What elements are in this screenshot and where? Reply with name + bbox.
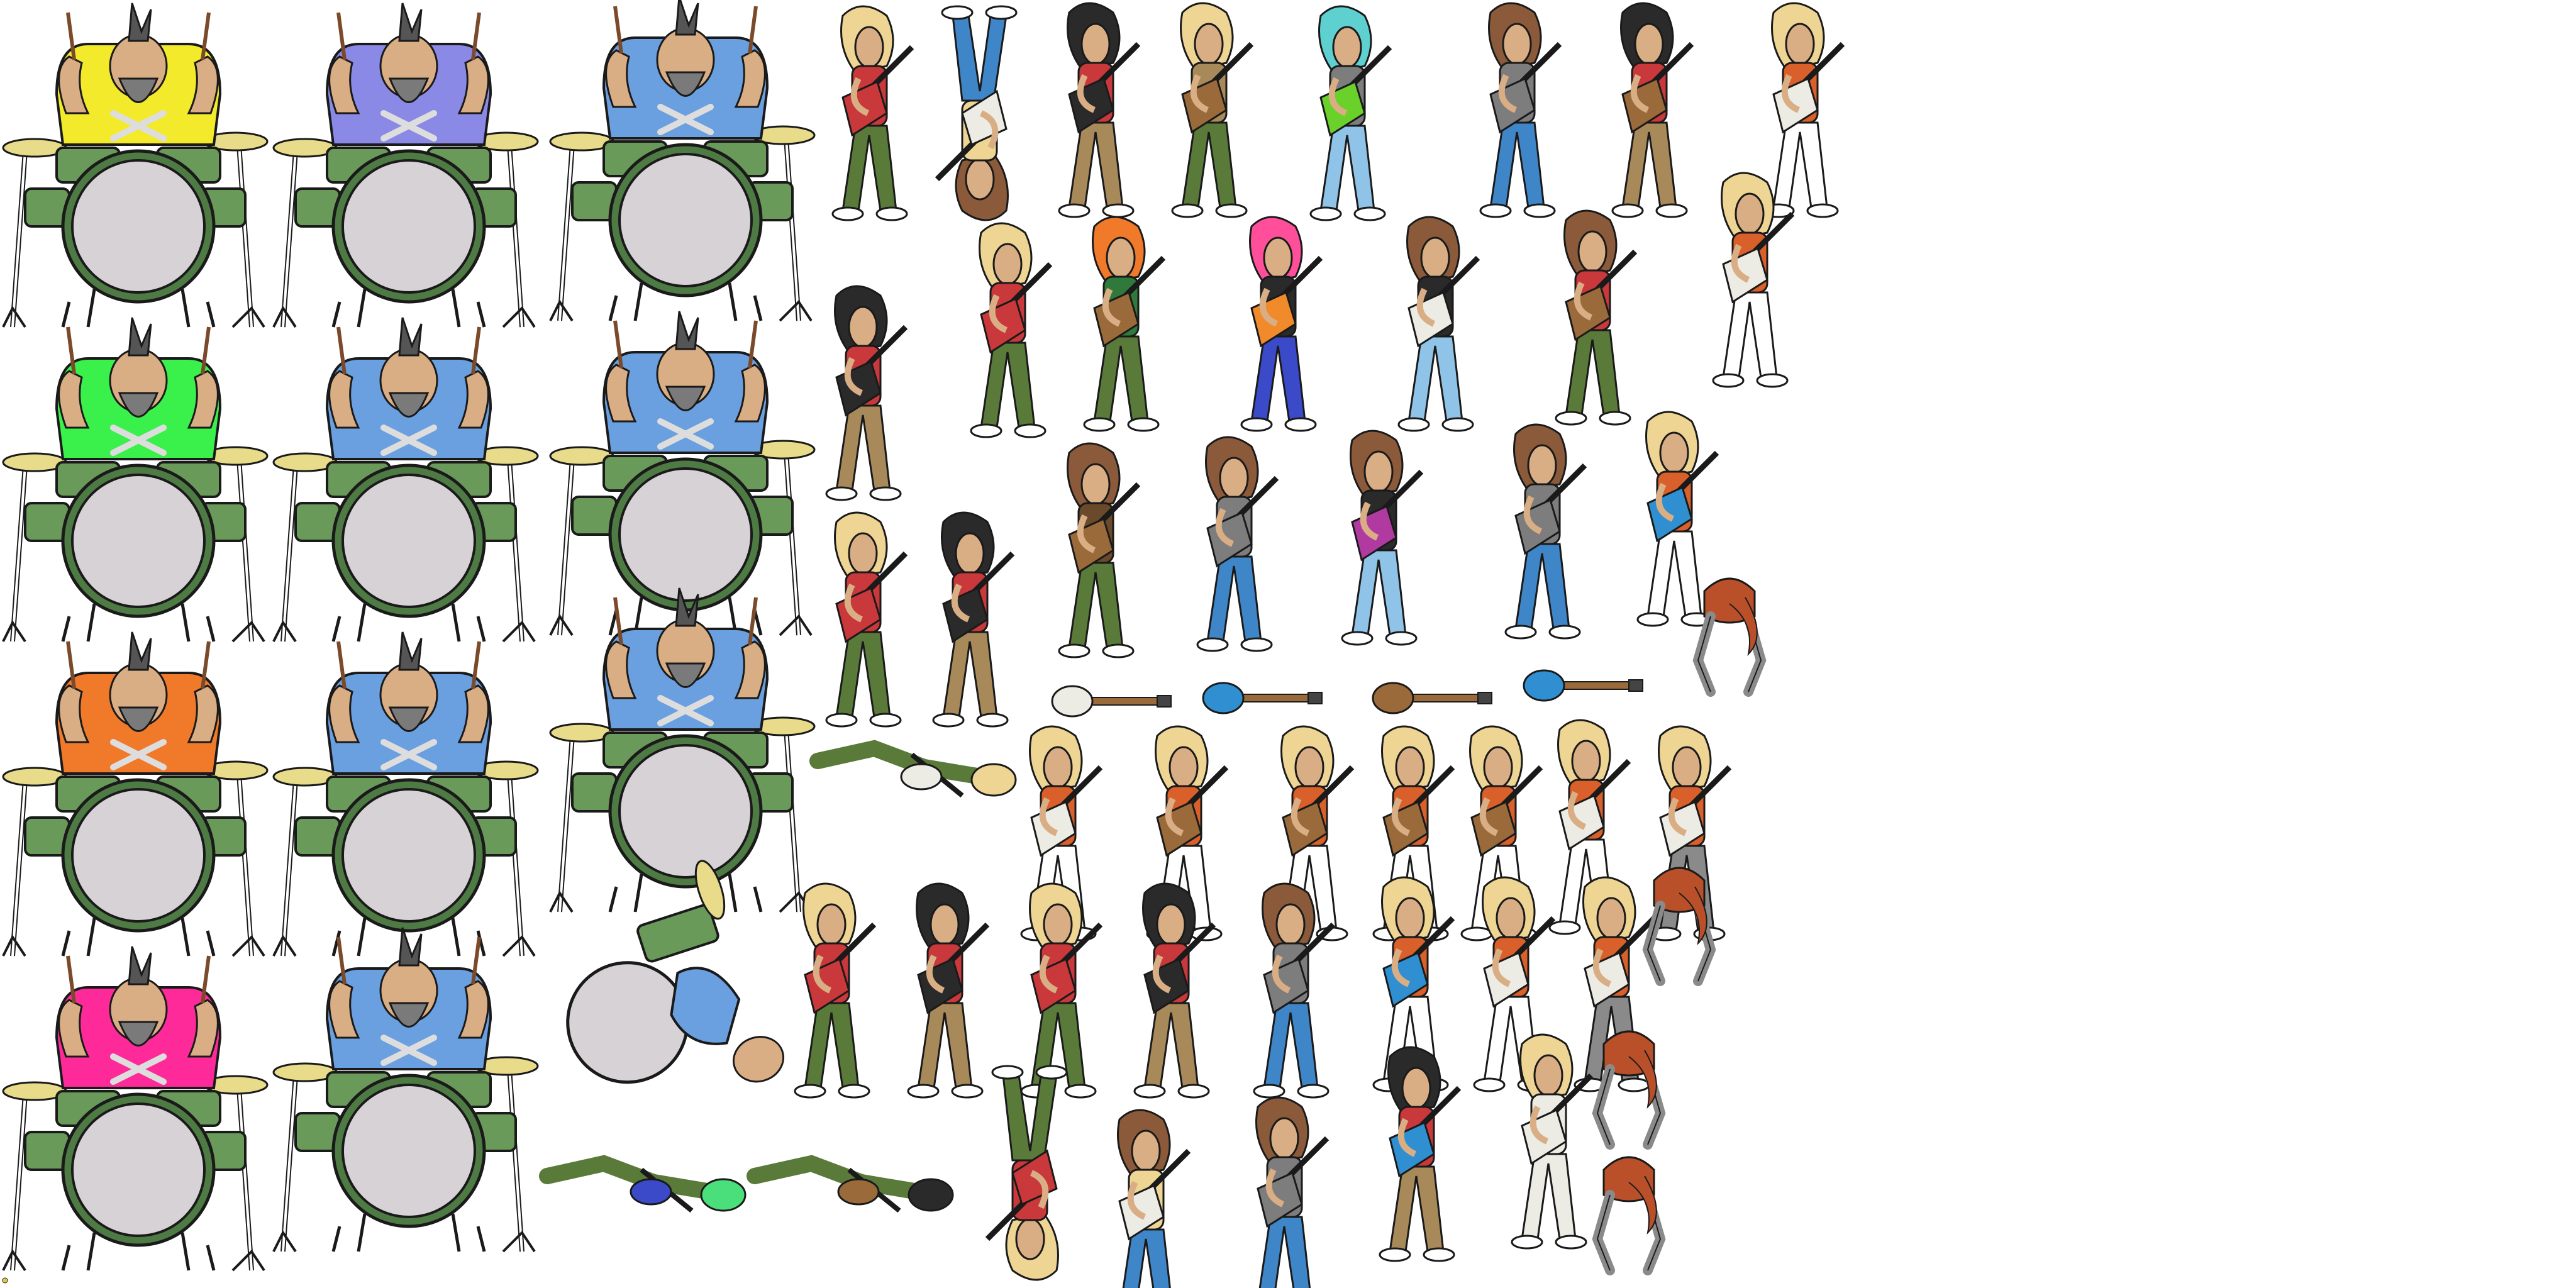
anchor-dot xyxy=(2,1277,8,1284)
guitarist-frame xyxy=(818,748,1016,796)
drum-kit-frame xyxy=(550,588,814,912)
creature-frame xyxy=(1597,1157,1660,1270)
drum-kit-frame xyxy=(550,311,814,635)
drum-kit-frame xyxy=(550,0,814,321)
guitarist-frame xyxy=(1311,6,1390,220)
guitarist-frame xyxy=(1059,3,1138,217)
drum-kit-frame xyxy=(274,318,538,641)
creature-frame xyxy=(1648,868,1711,981)
fallen-guitarist-frame xyxy=(755,1163,953,1211)
drum-kit-fallen-frame xyxy=(566,860,785,1084)
drum-kit-frame xyxy=(3,3,267,327)
guitarist-frame xyxy=(1059,443,1138,657)
guitarist-frame xyxy=(1399,217,1478,431)
guitar-prop xyxy=(1051,685,1172,718)
guitarist-frame xyxy=(1342,431,1421,645)
guitarist-frames xyxy=(795,3,1843,1288)
guitarist-frame xyxy=(826,513,906,726)
guitarist-frame xyxy=(933,513,1013,726)
drum-kit-frame xyxy=(3,632,267,956)
guitarist-frame xyxy=(1197,437,1277,651)
drum-kit-frame xyxy=(274,632,538,956)
guitarist-frame xyxy=(908,884,987,1097)
guitarist-frame xyxy=(826,286,906,500)
guitar-prop xyxy=(1523,669,1644,702)
drum-kit-frame xyxy=(3,318,267,641)
guitarist-frame-upside-down xyxy=(937,6,1016,220)
guitarist-frame-upside-down xyxy=(987,1066,1067,1280)
guitarist-frame xyxy=(1248,1097,1327,1288)
guitarist-frame xyxy=(1613,3,1692,217)
guitarist-frame xyxy=(971,223,1050,437)
creature-frame xyxy=(1698,579,1761,692)
drum-kit-frames xyxy=(3,0,814,1270)
guitarist-frame xyxy=(795,884,874,1097)
guitarist-frame xyxy=(1380,1047,1459,1261)
guitarist-frame xyxy=(1241,217,1321,431)
guitarist-frame xyxy=(1084,217,1163,431)
guitar-prop-frames xyxy=(1051,669,1644,718)
guitar-prop xyxy=(1202,682,1323,714)
guitarist-frame xyxy=(1556,211,1635,425)
guitarist-frame xyxy=(1763,3,1843,217)
guitarist-frame xyxy=(1512,1035,1591,1248)
fallen-guitarist-frame xyxy=(547,1163,745,1211)
drum-kit-frame xyxy=(274,928,538,1252)
guitarist-frame xyxy=(1021,884,1101,1097)
guitar-prop xyxy=(1372,682,1493,714)
guitarist-frame xyxy=(833,6,912,220)
drum-kit-frame xyxy=(274,3,538,327)
guitarist-frame xyxy=(1480,3,1560,217)
guitarist-frame xyxy=(1506,425,1585,638)
guitarist-frame xyxy=(1109,1110,1189,1288)
fallen-guitarist-frames xyxy=(547,1163,953,1211)
guitarist-frame xyxy=(1172,3,1252,217)
drum-kit-frame xyxy=(3,947,267,1270)
